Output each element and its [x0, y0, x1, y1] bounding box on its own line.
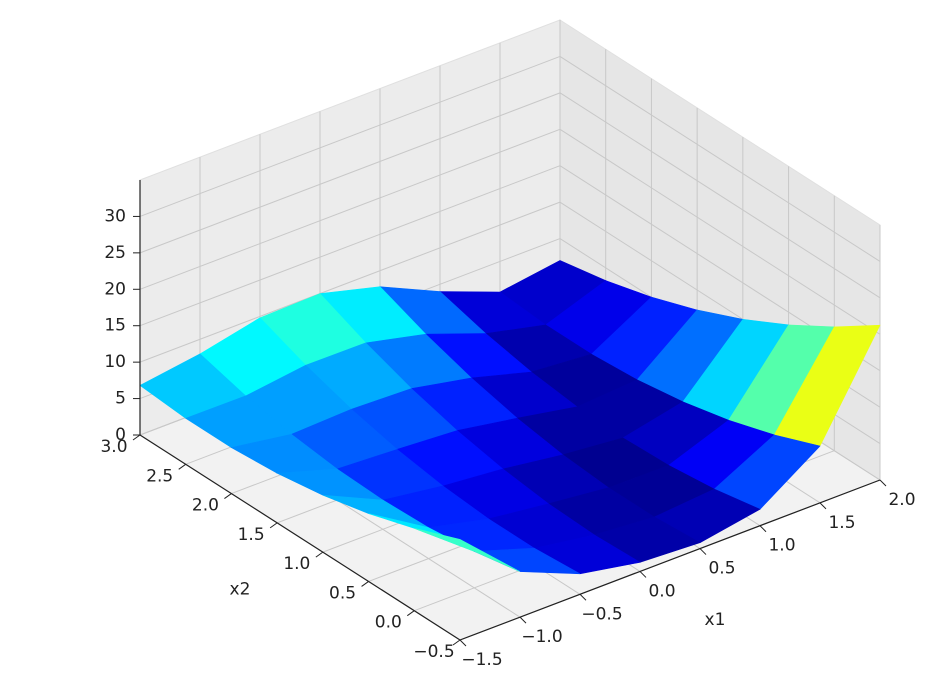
- y-tick-label: 1.0: [283, 554, 310, 574]
- y-tick-label: 0.5: [329, 583, 356, 603]
- tick-mark: [452, 639, 461, 646]
- tick-mark: [639, 571, 647, 578]
- grid-line: [559, 56, 881, 262]
- tick-mark: [879, 479, 887, 487]
- x-tick-label: 2.0: [888, 490, 915, 510]
- tick-mark: [178, 463, 187, 470]
- tick-mark: [759, 525, 767, 533]
- grid-line: [559, 92, 881, 299]
- y-tick-label: 0.0: [375, 613, 402, 633]
- tick-mark: [406, 610, 415, 617]
- tick-mark: [459, 639, 467, 647]
- z-tick-label: 10: [104, 352, 126, 372]
- tick-mark: [819, 502, 827, 510]
- grid-line: [139, 92, 561, 254]
- tick-mark: [224, 493, 232, 499]
- x-tick-label: 1.0: [768, 536, 795, 556]
- y-axis-label: x2: [230, 580, 251, 600]
- x-tick-label: −1.0: [521, 627, 562, 647]
- tick-mark: [699, 548, 707, 555]
- z-tick-label: 25: [104, 243, 126, 263]
- x-tick-label: −0.5: [581, 604, 622, 624]
- axis-line: [459, 479, 881, 641]
- y-tick-label: 2.0: [192, 496, 219, 516]
- z-tick-label: 20: [104, 279, 126, 299]
- x-axis-label: x1: [705, 610, 726, 630]
- y-tick-label: 2.5: [146, 466, 173, 486]
- y-tick-label: 3.0: [100, 437, 127, 457]
- z-tick-label: 15: [104, 316, 126, 336]
- grid-line: [139, 55, 561, 217]
- tick-mark: [269, 522, 278, 529]
- tick-mark: [315, 551, 324, 558]
- z-tick-label: 30: [104, 206, 126, 226]
- y-tick-label: −0.5: [413, 642, 454, 662]
- x-tick-label: 1.5: [828, 513, 855, 533]
- x-tick-label: 0.0: [648, 581, 675, 601]
- surface-patch: [414, 528, 521, 572]
- tick-mark: [519, 616, 527, 624]
- tick-mark: [132, 434, 141, 441]
- axis-line: [139, 434, 461, 641]
- grid-line: [559, 128, 881, 335]
- tick-mark: [579, 593, 587, 601]
- grid-line: [139, 201, 561, 363]
- grid-line: [139, 165, 561, 327]
- x-tick-label: 0.5: [708, 559, 735, 579]
- tick-mark: [361, 581, 369, 587]
- z-tick-label: 0: [115, 425, 126, 445]
- y-tick-label: 1.5: [238, 525, 265, 545]
- x-tick-label: −1.5: [461, 650, 502, 670]
- z-tick-label: 5: [115, 389, 126, 409]
- grid-line: [139, 128, 561, 290]
